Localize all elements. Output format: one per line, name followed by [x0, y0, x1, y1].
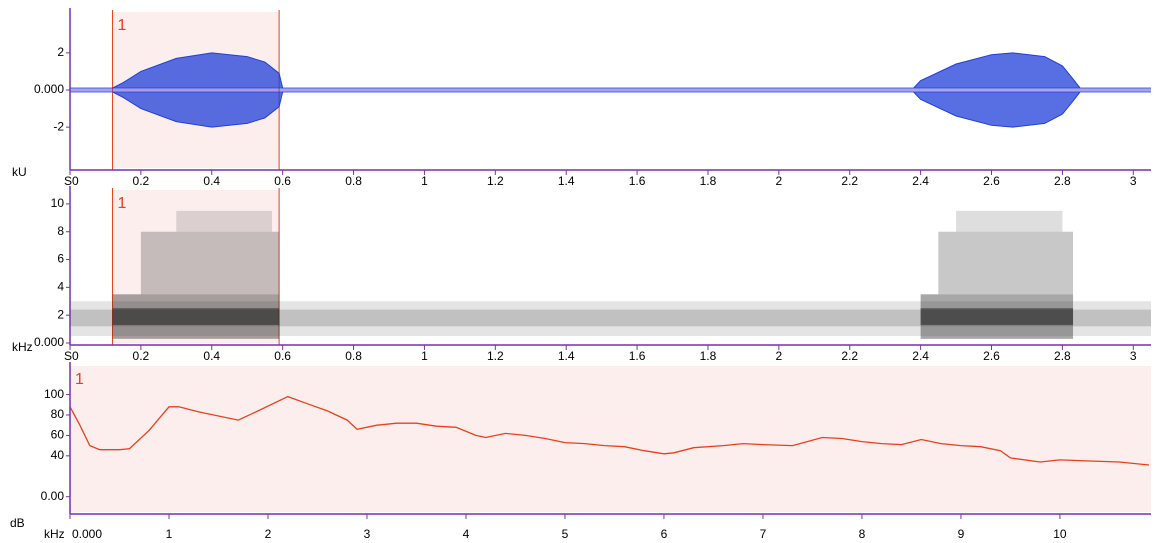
x-tick-label: 0.8 — [345, 349, 362, 363]
x-tick-label: 2.6 — [983, 349, 1000, 363]
x-tick-label: 0.2 — [133, 349, 150, 363]
x-tick-label: 1.8 — [700, 349, 717, 363]
x-tick-label: 8 — [859, 527, 866, 541]
y-tick-label: -2 — [53, 119, 64, 133]
y-tick-label: 40 — [51, 448, 65, 462]
x-tick-label: 3 — [364, 527, 371, 541]
x-tick-label: 2.8 — [1054, 174, 1071, 188]
x-tick-label: 1 — [421, 349, 428, 363]
x-tick-label: 1.6 — [629, 174, 646, 188]
waveform-upper — [70, 53, 1151, 88]
y-tick-label: 80 — [51, 407, 65, 421]
x-tick-label: 0.2 — [133, 174, 150, 188]
y-tick-label: 60 — [51, 428, 65, 442]
spectrogram-energy — [956, 211, 1062, 232]
selection-label: 1 — [118, 17, 127, 34]
x-tick-label: 1.4 — [558, 174, 575, 188]
x-tick-label: 5 — [562, 527, 569, 541]
x-tick-label: 1 — [421, 174, 428, 188]
spectrogram-energy — [921, 308, 1073, 325]
x-tick-label: 0.6 — [274, 349, 291, 363]
selection-label: 1 — [75, 371, 84, 388]
y-tick-label: 2 — [57, 307, 64, 321]
y-axis-label: kU — [12, 165, 27, 179]
x-tick-label: 9 — [958, 527, 965, 541]
y-axis-label: dB — [10, 516, 25, 530]
x-tick-label: 10 — [1053, 527, 1067, 541]
y-tick-label: 0.000 — [34, 82, 64, 96]
x-tick-label: 0 — [72, 349, 79, 363]
y-tick-label: 0.00 — [41, 489, 65, 503]
y-tick-label: 10 — [51, 196, 65, 210]
x-tick-label: 2.2 — [841, 349, 858, 363]
y-tick-label: 100 — [44, 387, 64, 401]
spectrogram-energy — [113, 308, 280, 325]
x-tick-label: 2 — [776, 349, 783, 363]
x-tick-label: 2.8 — [1054, 349, 1071, 363]
spectrogram-energy — [176, 211, 272, 232]
x-tick-label: 6 — [661, 527, 668, 541]
x-tick-label: 2 — [265, 527, 272, 541]
y-tick-label: 4 — [57, 280, 64, 294]
x-tick-label: 2.6 — [983, 174, 1000, 188]
x-tick-label: 2.4 — [912, 174, 929, 188]
y-tick-label: 8 — [57, 224, 64, 238]
y-tick-label: 6 — [57, 252, 64, 266]
y-axis-label: kHz — [12, 340, 33, 354]
x-tick-label: 3 — [1130, 349, 1137, 363]
x-tick-label: 3 — [1130, 174, 1137, 188]
waveform-lower — [70, 92, 1151, 127]
y-tick-label: 0.000 — [34, 335, 64, 349]
sound-analysis-window: 1-20.000200.20.40.60.811.21.41.61.822.22… — [0, 0, 1159, 543]
spectrogram-energy — [141, 232, 279, 295]
x-tick-label: 1.4 — [558, 349, 575, 363]
y-tick-label: 2 — [57, 45, 64, 59]
selection-label: 1 — [118, 195, 127, 212]
x-tick-label: 0.4 — [203, 174, 220, 188]
x-tick-label: 1.6 — [629, 349, 646, 363]
spectrogram-energy — [938, 232, 1073, 295]
x-tick-label: 1 — [166, 527, 173, 541]
x-axis-label: kHz — [44, 527, 65, 541]
x-tick-label: 0.000 — [72, 527, 102, 541]
x-tick-label: 0.4 — [203, 349, 220, 363]
x-tick-label: 1.2 — [487, 349, 504, 363]
x-axis-label: S — [64, 174, 72, 188]
selection-area — [70, 366, 1151, 512]
x-tick-label: 4 — [463, 527, 470, 541]
x-tick-label: 0.6 — [274, 174, 291, 188]
x-tick-label: 1.2 — [487, 174, 504, 188]
x-tick-label: 0.8 — [345, 174, 362, 188]
x-tick-label: 7 — [760, 527, 767, 541]
x-tick-label: 2.2 — [841, 174, 858, 188]
x-tick-label: 1.8 — [700, 174, 717, 188]
x-tick-label: 2 — [776, 174, 783, 188]
x-tick-label: 2.4 — [912, 349, 929, 363]
x-tick-label: 0 — [72, 174, 79, 188]
x-axis-label: S — [64, 349, 72, 363]
